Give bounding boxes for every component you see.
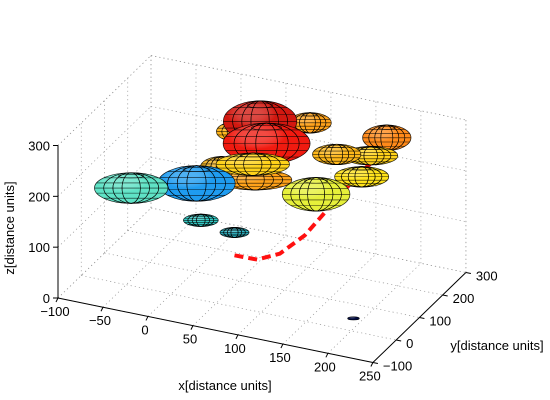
x-tick-label: 250 (359, 369, 381, 384)
x-tick-label: −100 (40, 304, 69, 319)
floor-gridline-x (237, 244, 332, 336)
ellipsoid (312, 143, 362, 165)
y-tick-label: −100 (383, 359, 412, 374)
ellipsoid-pole (239, 153, 266, 158)
z-tick-label: 100 (28, 240, 50, 255)
y-tick-mark (372, 362, 378, 364)
box-edge (150, 55, 466, 121)
y-tick-label: 300 (476, 269, 498, 284)
ellipsoid-longitude (225, 152, 281, 176)
y-tick-label: 0 (406, 336, 413, 351)
side-wall-gridline-z (57, 207, 152, 299)
ellipsoid-pole (182, 167, 211, 173)
x-tick-mark (325, 353, 329, 358)
ellipsoid (347, 316, 360, 321)
ellipsoid (219, 226, 250, 238)
ellipsoid-longitude (223, 227, 246, 238)
ellipsoid (94, 172, 169, 204)
ellipsoid-pole (194, 214, 208, 217)
floor-gridline-y (81, 275, 397, 341)
x-tick-mark (55, 297, 59, 303)
z-tick-label: 200 (28, 189, 50, 204)
ellipsoid (183, 213, 219, 227)
floor-gridline-y (127, 230, 443, 296)
ellipsoid-pole (118, 174, 145, 179)
x-axis-label: x[distance units] (178, 378, 271, 393)
x-tick-label: 100 (224, 341, 246, 356)
ellipsoid (334, 166, 390, 188)
ellipsoid-longitude (187, 213, 215, 227)
x-tick-label: 200 (314, 359, 336, 374)
y-tick-label: 100 (429, 314, 451, 329)
z-axis-label: z[distance units] (2, 181, 17, 274)
ellipsoid-layer (94, 100, 412, 321)
floor-gridline-x (102, 216, 197, 308)
ellipsoid-pole (251, 124, 283, 131)
ellipsoid (157, 165, 236, 202)
ellipsoid-longitude (341, 166, 383, 188)
ellipsoid-pole (246, 102, 274, 109)
floor-gridline-x (327, 263, 422, 354)
x-tick-label: −50 (89, 313, 111, 328)
x-tick-label: 50 (183, 332, 197, 347)
y-tick-mark (465, 272, 471, 274)
y-tick-mark (396, 339, 402, 342)
ellipsoid-pole (303, 178, 329, 184)
x-tick-label: 150 (269, 350, 291, 365)
ellipsoid (215, 152, 290, 176)
tick-label-layer: −100−50050100150200250−10001002003000100… (28, 139, 497, 384)
x-axis-line (57, 297, 373, 363)
ellipsoid-pole (229, 227, 240, 230)
y-tick-label: 200 (453, 291, 475, 306)
x-tick-mark (280, 343, 284, 349)
floor-gridline-x (147, 226, 242, 317)
floor-gridline-y (104, 252, 420, 318)
z-tick-label: 300 (28, 139, 50, 154)
x-tick-label: 0 (141, 322, 148, 337)
y-tick-mark (442, 294, 448, 297)
floor-gridline-x (192, 235, 287, 326)
ellipsoid-pole (302, 113, 318, 117)
ellipsoid-highlight (347, 316, 360, 320)
ellipsoid-longitude (103, 172, 159, 204)
box-edge (57, 55, 152, 146)
x-tick-mark (190, 325, 194, 330)
ellipsoid-pole (351, 167, 372, 171)
z-tick-label: 0 (43, 291, 50, 306)
side-wall-gridline-z (57, 106, 152, 197)
x-tick-mark (235, 334, 239, 340)
back-wall-gridline-z (150, 207, 466, 273)
x-tick-mark (370, 362, 374, 367)
ellipsoid-longitude (167, 165, 226, 202)
ellipsoid-longitude (318, 143, 356, 165)
y-axis-label: y[distance units] (450, 338, 543, 353)
x-tick-mark (100, 306, 104, 312)
ellipsoid-pole (327, 144, 346, 148)
y-tick-mark (419, 317, 425, 319)
ellipsoid (281, 177, 351, 212)
ellipsoid-pole (360, 147, 381, 150)
side-wall-gridline-z (57, 156, 152, 248)
ellipsoid (288, 112, 332, 134)
x-tick-mark (145, 316, 149, 321)
ellipsoid-pole (378, 126, 396, 130)
ellipsoid-longitude (290, 177, 342, 212)
floor-gridline-x (282, 253, 377, 345)
